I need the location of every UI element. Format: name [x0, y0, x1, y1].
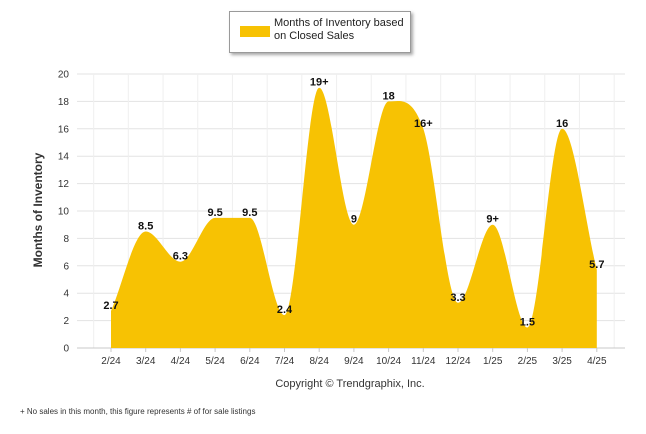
x-tick-label: 3/25	[552, 356, 572, 367]
data-label: 9.5	[207, 207, 222, 219]
data-label: 16+	[414, 118, 433, 130]
y-tick-label: 20	[58, 70, 70, 81]
y-tick-label: 10	[58, 207, 70, 218]
x-tick-label: 12/24	[445, 356, 470, 367]
x-tick-label: 5/24	[205, 356, 225, 367]
x-tick-label: 4/24	[171, 356, 191, 367]
data-label: 3.3	[450, 292, 465, 304]
data-label: 2.7	[103, 300, 118, 312]
y-tick-label: 6	[63, 261, 69, 272]
legend-swatch	[240, 26, 270, 37]
y-tick-label: 16	[58, 124, 70, 135]
x-tick-label: 6/24	[240, 356, 260, 367]
x-tick-label: 7/24	[275, 356, 295, 367]
legend-label: Months of Inventory based on Closed Sale…	[274, 17, 404, 42]
y-tick-label: 2	[63, 316, 69, 327]
x-tick-label: 1/25	[483, 356, 503, 367]
data-label: 18	[382, 90, 394, 102]
data-label: 16	[556, 118, 568, 130]
data-label: 19+	[310, 77, 329, 89]
x-tick-label: 2/25	[518, 356, 538, 367]
data-label: 9+	[486, 214, 499, 226]
x-tick-label: 4/25	[587, 356, 607, 367]
x-tick-label: 11/24	[411, 356, 436, 367]
copyright-text: Copyright © Trendgraphix, Inc.	[275, 378, 424, 390]
y-tick-label: 0	[63, 344, 69, 355]
y-axis-label: Months of Inventory	[31, 152, 45, 267]
series-area	[111, 87, 597, 348]
y-tick-label: 8	[63, 234, 69, 245]
y-tick-label: 14	[58, 152, 70, 163]
data-label: 9.5	[242, 207, 257, 219]
data-label: 2.4	[277, 304, 293, 316]
x-tick-label: 2/24	[101, 356, 121, 367]
data-label: 6.3	[173, 251, 188, 263]
x-tick-label: 9/24	[344, 356, 364, 367]
footnote-text: No sales in this month, this figure repr…	[26, 407, 256, 416]
data-label: 1.5	[520, 316, 535, 328]
legend: Months of Inventory based on Closed Sale…	[229, 11, 411, 53]
x-tick-label: 3/24	[136, 356, 156, 367]
y-tick-label: 12	[58, 179, 70, 190]
y-tick-label: 18	[58, 97, 70, 108]
y-tick-label: 4	[63, 289, 69, 300]
data-label: 9	[351, 214, 357, 226]
x-tick-label: 8/24	[309, 356, 329, 367]
data-label: 5.7	[589, 259, 604, 271]
data-label: 8.5	[138, 221, 153, 233]
footnote: + No sales in this month, this figure re…	[20, 407, 255, 416]
footnote-marker: +	[20, 407, 25, 416]
x-tick-label: 10/24	[376, 356, 401, 367]
